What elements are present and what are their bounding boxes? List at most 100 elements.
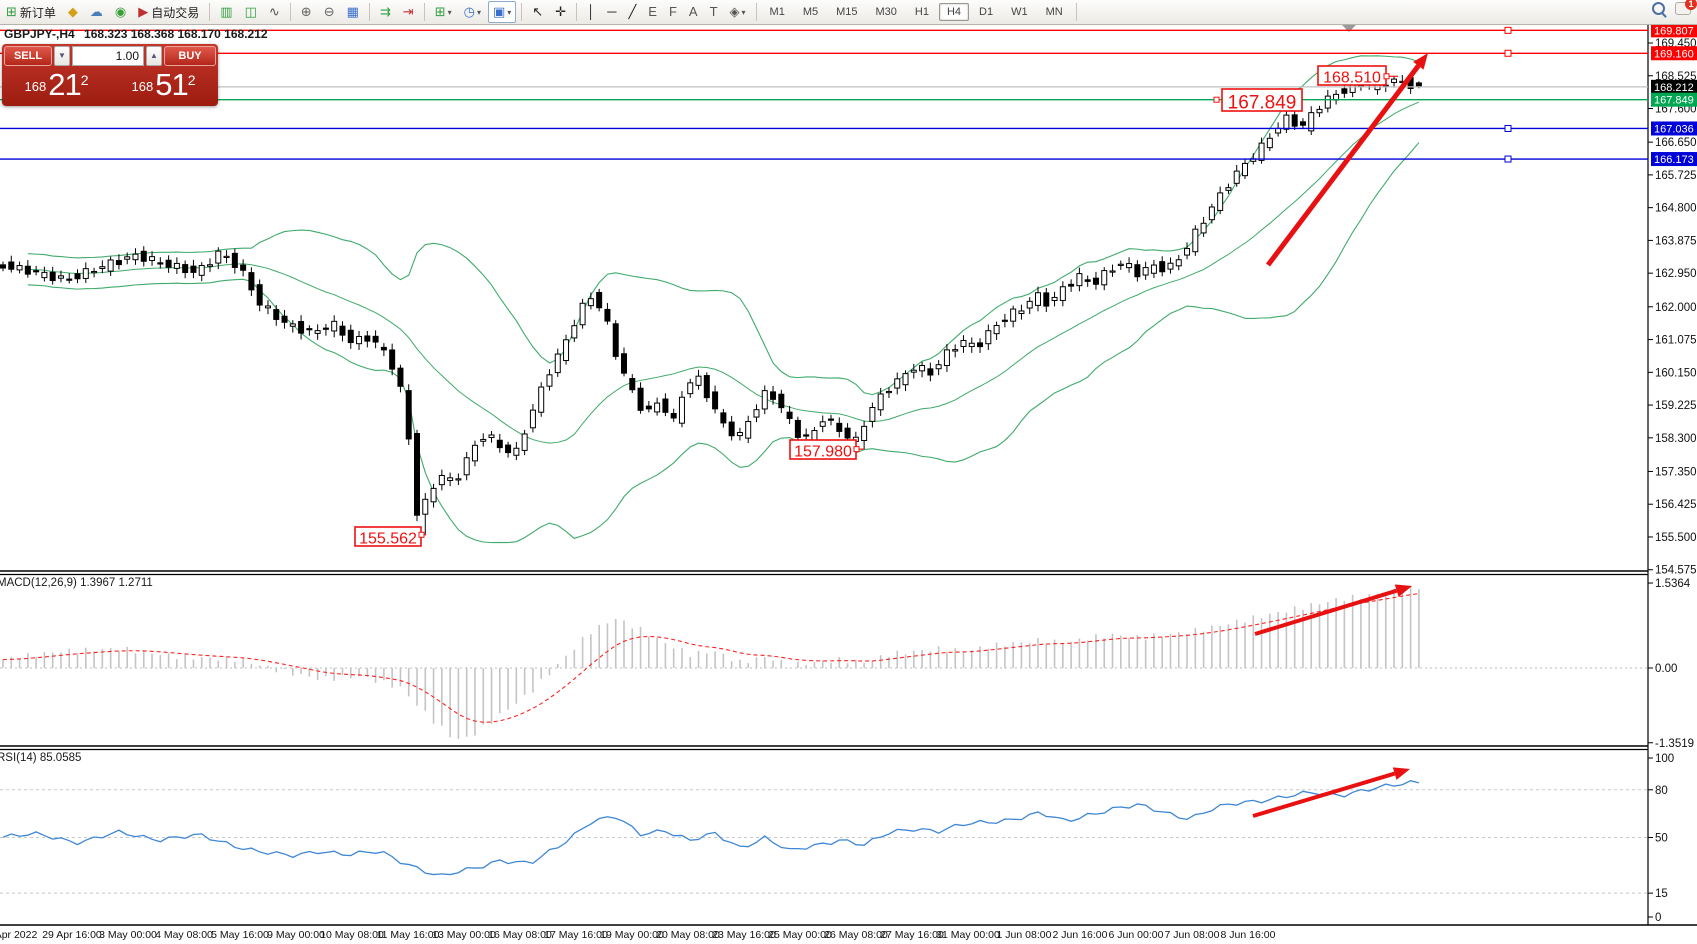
candle-body: [736, 432, 743, 437]
candle-body: [753, 409, 760, 418]
candle-body: [66, 278, 73, 281]
trend-arrow-price[interactable]: [1266, 64, 1421, 267]
signals-button[interactable]: ◉: [110, 1, 131, 23]
annotation-handle[interactable]: [1213, 96, 1220, 103]
annotation-box[interactable]: [1221, 88, 1303, 112]
candle-body: [1026, 300, 1033, 309]
periods-button[interactable]: ◷ ▾: [459, 1, 486, 23]
templates-button[interactable]: ▣ ▾: [487, 1, 517, 23]
search-icon[interactable]: [1652, 2, 1665, 15]
candle-body: [8, 261, 15, 270]
candle-body: [1101, 270, 1108, 286]
cursor-button[interactable]: ↖: [527, 1, 548, 23]
chart-shift-button[interactable]: ⇥: [398, 1, 419, 23]
auto-trading-button[interactable]: ▶ 自动交易: [133, 1, 204, 23]
timeframe-m5-button[interactable]: M5: [802, 6, 819, 18]
timeframe-w1-button[interactable]: W1: [1011, 6, 1028, 18]
candle-body: [968, 342, 975, 348]
price-annotation[interactable]: 155.562: [354, 526, 422, 548]
one-click-trading-panel: SELL ▼ 1.00 ▲ BUY 168 21 2 168 51 2: [2, 44, 218, 106]
candle-body: [33, 270, 40, 273]
fibonacci-button[interactable]: F: [664, 1, 682, 23]
time-axis-label: 2 Jun 16:00: [1053, 929, 1108, 941]
zoom-in-icon: ⊕: [300, 4, 312, 19]
price-tick-label: 159.225: [1655, 400, 1697, 412]
buy-price[interactable]: 168 51 2: [111, 67, 216, 102]
candle-body: [1059, 286, 1066, 301]
timeframe-m30-button[interactable]: M30: [875, 6, 897, 18]
candle-body: [1200, 222, 1207, 234]
trendline-button[interactable]: ╱: [623, 1, 641, 23]
auto-scroll-button[interactable]: ⇉: [375, 1, 396, 23]
candle-body: [16, 265, 23, 271]
line-chart-button[interactable]: ∿: [264, 1, 285, 23]
timeframe-h4-button[interactable]: H4: [938, 3, 970, 21]
rsi-label: RSI(14) 85.0585: [0, 752, 82, 764]
support-line-handle[interactable]: [1504, 124, 1512, 132]
candle-body: [1291, 114, 1298, 127]
price-annotation[interactable]: 167.849: [1221, 88, 1303, 114]
timeframe-m15-button[interactable]: M15: [836, 6, 858, 18]
volume-increase-button[interactable]: ▲: [146, 46, 162, 66]
tile-windows-button[interactable]: ▦: [342, 1, 364, 23]
candle-body: [927, 368, 934, 376]
notifications-icon[interactable]: 1: [1675, 0, 1697, 15]
annotation-handle[interactable]: [1383, 73, 1390, 80]
candle-body: [1076, 273, 1083, 287]
timeframe-h1-button[interactable]: H1: [914, 6, 929, 18]
trend-arrow-head-macd[interactable]: [1394, 584, 1412, 597]
bar-chart-button[interactable]: ▥: [215, 1, 237, 23]
new-chart-button[interactable]: ⊞ ▾: [430, 1, 457, 23]
candle-body: [563, 339, 570, 362]
trend-arrow-macd[interactable]: [1254, 588, 1398, 636]
price-annotation[interactable]: 157.980: [789, 439, 857, 461]
trend-arrow-head-rsi[interactable]: [1392, 767, 1410, 780]
candle-body: [149, 256, 156, 261]
sell-price[interactable]: 168 21 2: [4, 67, 109, 102]
trend-arrow-rsi[interactable]: [1252, 771, 1396, 818]
sell-button[interactable]: SELL: [4, 46, 52, 66]
vertical-line-button[interactable]: │: [582, 1, 600, 23]
publisher-button[interactable]: ☁: [85, 1, 108, 23]
candlestick-chart-button[interactable]: ◫: [240, 1, 262, 23]
support-line-handle[interactable]: [1504, 155, 1512, 163]
text-button[interactable]: A: [684, 1, 703, 23]
price-level-axis-label: [1651, 152, 1697, 167]
timeframe-d1-button[interactable]: D1: [979, 6, 994, 18]
equidistant-channel-button[interactable]: E: [643, 1, 662, 23]
price-tick-label: 165.725: [1655, 170, 1697, 182]
crosshair-button[interactable]: ✛: [550, 1, 571, 23]
candle-body: [778, 393, 785, 409]
chart-ohlc-values: 168.323 168.368 168.170 168.212: [84, 27, 268, 41]
volume-decrease-button[interactable]: ▼: [54, 46, 70, 66]
zoom-out-button[interactable]: ⊖: [319, 1, 340, 23]
timeframe-m1-button[interactable]: M1: [769, 6, 785, 18]
time-axis-label: 23 May 16:00: [712, 929, 776, 941]
candle-body: [1316, 108, 1323, 114]
candle-body: [902, 373, 909, 386]
zoom-in-button[interactable]: ⊕: [296, 1, 317, 23]
candle-body: [165, 259, 172, 268]
shapes-button[interactable]: ◈ ▾: [725, 1, 751, 23]
annotation-handle[interactable]: [853, 446, 860, 453]
chart-title: GBPJPY-,H4 168.323 168.368 168.170 168.2…: [4, 27, 268, 41]
candle-body: [190, 265, 197, 273]
candle-body: [505, 444, 512, 454]
trend-arrow-head-price[interactable]: [1413, 53, 1428, 70]
timeframe-mn-button[interactable]: MN: [1045, 6, 1063, 18]
buy-price-point: 2: [187, 72, 196, 88]
candle-body: [1068, 283, 1075, 287]
resistance-line-handle[interactable]: [1504, 49, 1512, 57]
resistance-line-handle[interactable]: [1504, 26, 1512, 34]
candle-body: [82, 268, 89, 279]
history-center-button[interactable]: ◆: [63, 1, 83, 23]
annotation-handle[interactable]: [418, 531, 425, 538]
buy-button[interactable]: BUY: [164, 46, 216, 66]
new-order-button[interactable]: ⊞ 新订单: [1, 1, 61, 23]
volume-input[interactable]: 1.00: [72, 46, 144, 66]
price-annotation[interactable]: 168.510: [1317, 65, 1387, 87]
text-label-button[interactable]: T: [705, 1, 723, 23]
candle-body: [596, 291, 603, 309]
horizontal-line-button[interactable]: ─: [602, 1, 621, 23]
chart-shift-marker-icon[interactable]: [1342, 25, 1356, 32]
